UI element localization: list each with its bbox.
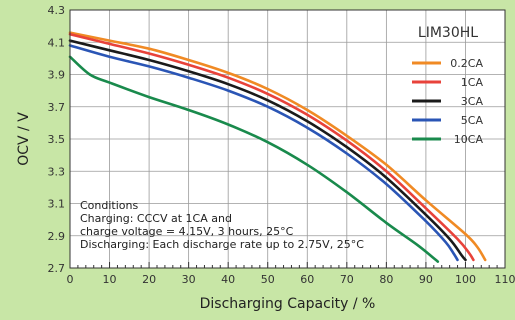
y-tick-label: 2.9 bbox=[48, 230, 66, 243]
axis-ticks: 2.7 2.9 3.1 3.3 3.5 3.7 3.9 4.1 4.3 0 10 20 30 40 50 60… bbox=[48, 4, 515, 286]
x-tick-label: 20 bbox=[142, 273, 156, 286]
x-tick-label: 50 bbox=[261, 273, 275, 286]
y-axis-title: OCV / V bbox=[16, 112, 32, 166]
series-line-10CA bbox=[68, 55, 440, 263]
y-tick-label: 3.1 bbox=[48, 198, 66, 211]
legend-label-0.2CA: 0.2CA bbox=[450, 57, 483, 70]
x-tick-label: 40 bbox=[221, 273, 235, 286]
x-tick-label: 60 bbox=[300, 273, 314, 286]
conditions-line: Conditions bbox=[80, 199, 138, 212]
legend: LIM30HL 0.2CA 1CA 3CA 5CA 10CA bbox=[412, 25, 483, 146]
legend-label-5CA: 5CA bbox=[461, 114, 484, 127]
plot-frame bbox=[69, 9, 506, 269]
series-line-3CA bbox=[68, 39, 467, 262]
conditions-line: Charging: CCCV at 1CA and bbox=[80, 212, 232, 225]
series-line-1CA bbox=[68, 32, 475, 262]
x-tick-label: 80 bbox=[379, 273, 393, 286]
x-tick-label: 90 bbox=[419, 273, 433, 286]
series-lines bbox=[68, 31, 487, 263]
legend-label-3CA: 3CA bbox=[461, 95, 484, 108]
conditions-line: charge voltage = 4.15V, 3 hours, 25°C bbox=[80, 225, 294, 238]
conditions-line: Discharging: Each discharge rate up to 2… bbox=[80, 238, 364, 251]
x-tick-label: 100 bbox=[455, 273, 476, 286]
legend-label-1CA: 1CA bbox=[461, 76, 484, 89]
legend-title: LIM30HL bbox=[418, 25, 478, 41]
y-tick-label: 2.7 bbox=[48, 262, 66, 275]
y-tick-label: 3.9 bbox=[48, 69, 66, 82]
y-tick-label: 3.5 bbox=[48, 133, 66, 146]
series-line-0.2CA bbox=[68, 31, 487, 262]
x-tick-label: 30 bbox=[182, 273, 196, 286]
y-tick-label: 4.1 bbox=[48, 36, 66, 49]
legend-label-10CA: 10CA bbox=[454, 133, 484, 146]
x-axis-title: Discharging Capacity / % bbox=[200, 296, 376, 312]
y-tick-label: 4.3 bbox=[48, 4, 66, 17]
y-tick-label: 3.7 bbox=[48, 101, 66, 114]
x-tick-label: 10 bbox=[103, 273, 117, 286]
x-tick-label: 110 bbox=[495, 273, 515, 286]
x-tick-label: 0 bbox=[67, 273, 74, 286]
x-tick-label: 70 bbox=[340, 273, 354, 286]
y-tick-label: 3.3 bbox=[48, 165, 66, 178]
series-line-5CA bbox=[68, 44, 459, 262]
